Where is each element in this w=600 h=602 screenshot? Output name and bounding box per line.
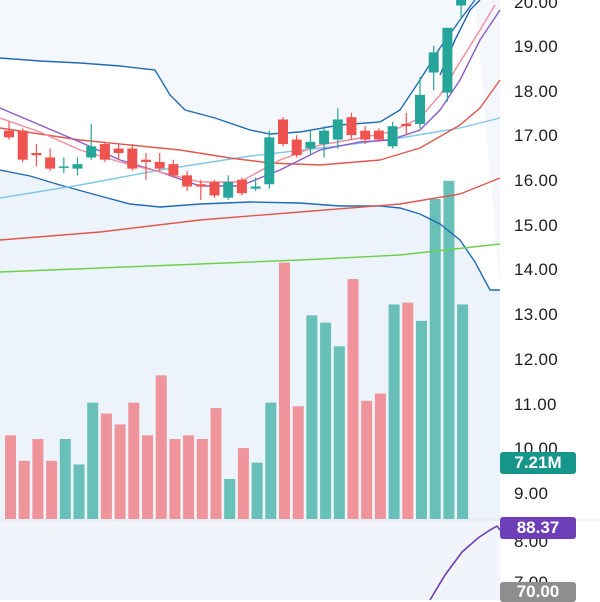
- volume-bar: [279, 262, 290, 519]
- volume-bar: [210, 408, 222, 519]
- volume-bar: [320, 322, 332, 519]
- candle-body: [278, 119, 288, 145]
- bollinger-band-fill: [0, 0, 500, 290]
- price-tick: 20.00: [514, 0, 559, 12]
- volume-bar: [73, 464, 85, 519]
- volume-badge: 7.21M: [500, 452, 576, 474]
- price-tick: 16.00: [514, 171, 559, 190]
- price-tick: 17.00: [514, 126, 559, 145]
- candle-body: [113, 148, 124, 153]
- price-tick: 13.00: [514, 305, 559, 324]
- volume-bar: [333, 346, 345, 519]
- volume-bar: [5, 435, 16, 519]
- candle-body: [236, 179, 247, 194]
- candle-body: [141, 159, 151, 162]
- candle-body: [346, 117, 357, 136]
- volume-bar: [59, 439, 71, 519]
- candle-body: [45, 157, 56, 169]
- candle-body: [332, 119, 343, 140]
- ma-green-line: [0, 243, 501, 273]
- candle-body: [360, 130, 371, 140]
- candle-body: [319, 130, 330, 145]
- candle-body: [442, 27, 453, 93]
- rsi-line: [429, 524, 501, 600]
- rsi-badge: 88.37: [500, 517, 576, 539]
- volume-bar: [416, 320, 427, 519]
- candle-body: [182, 175, 193, 187]
- volume-bar: [347, 279, 359, 519]
- candle-body: [4, 130, 14, 138]
- candle-body: [99, 144, 110, 160]
- candle-body: [250, 186, 261, 189]
- candle-body: [209, 182, 220, 196]
- price-tick: 11.00: [514, 395, 557, 414]
- candle-body: [127, 148, 138, 169]
- volume-bar: [87, 402, 99, 519]
- price-tick: 19.00: [514, 37, 559, 56]
- volume-bar: [457, 304, 469, 519]
- bollinger-lower-line: [0, 169, 500, 291]
- volume-bar: [388, 304, 400, 519]
- volume-bar: [128, 402, 140, 519]
- volume-bar: [265, 402, 277, 519]
- candle-body: [154, 161, 165, 169]
- volume-bar: [169, 439, 181, 519]
- candle-body: [456, 0, 467, 6]
- candle-body: [72, 164, 83, 169]
- price-tick: 12.00: [514, 350, 559, 369]
- ma-red-long-line: [0, 177, 501, 241]
- candle-body: [428, 52, 439, 73]
- volume-bar: [292, 406, 304, 519]
- price-tick: 9.00: [514, 484, 549, 503]
- candle-body: [291, 139, 302, 156]
- bollinger-upper-line: [0, 0, 476, 135]
- volume-bar: [46, 460, 58, 519]
- ma-light-blue-line: [0, 117, 501, 199]
- candle-body: [223, 182, 234, 198]
- candle-body: [415, 94, 425, 124]
- candle-body: [31, 152, 42, 156]
- volume-bar: [306, 315, 318, 519]
- candle-body: [195, 184, 206, 187]
- candle-body: [305, 141, 316, 149]
- volume-bar: [443, 180, 455, 519]
- rsi-level-badge: 70.00: [500, 582, 576, 602]
- volume-bar: [114, 424, 126, 519]
- candle-body: [17, 130, 28, 160]
- volume-bar: [32, 439, 44, 519]
- price-tick: 15.00: [514, 216, 559, 235]
- candle-body: [373, 130, 384, 140]
- volume-bar: [361, 400, 373, 519]
- volume-bar: [155, 375, 167, 519]
- candle-body: [168, 164, 179, 176]
- volume-bar: [18, 460, 30, 519]
- volume-bar: [402, 302, 414, 519]
- price-tick: 14.00: [514, 260, 559, 279]
- volume-bar: [224, 479, 236, 519]
- candle-body: [86, 146, 97, 158]
- price-tick: 18.00: [514, 82, 559, 101]
- volume-bar: [183, 435, 195, 519]
- volume-bar: [429, 199, 441, 519]
- volume-bar: [142, 435, 153, 519]
- candle-body: [264, 137, 275, 185]
- candle-body: [387, 126, 398, 147]
- volume-bar: [237, 448, 249, 519]
- candle-body: [58, 166, 69, 168]
- volume-bar: [196, 439, 208, 519]
- volume-bar: [251, 462, 263, 519]
- candle-body: [401, 123, 412, 127]
- volume-bar: [100, 413, 112, 519]
- rsi-pane-bg: [0, 520, 500, 600]
- volume-bar: [374, 393, 386, 519]
